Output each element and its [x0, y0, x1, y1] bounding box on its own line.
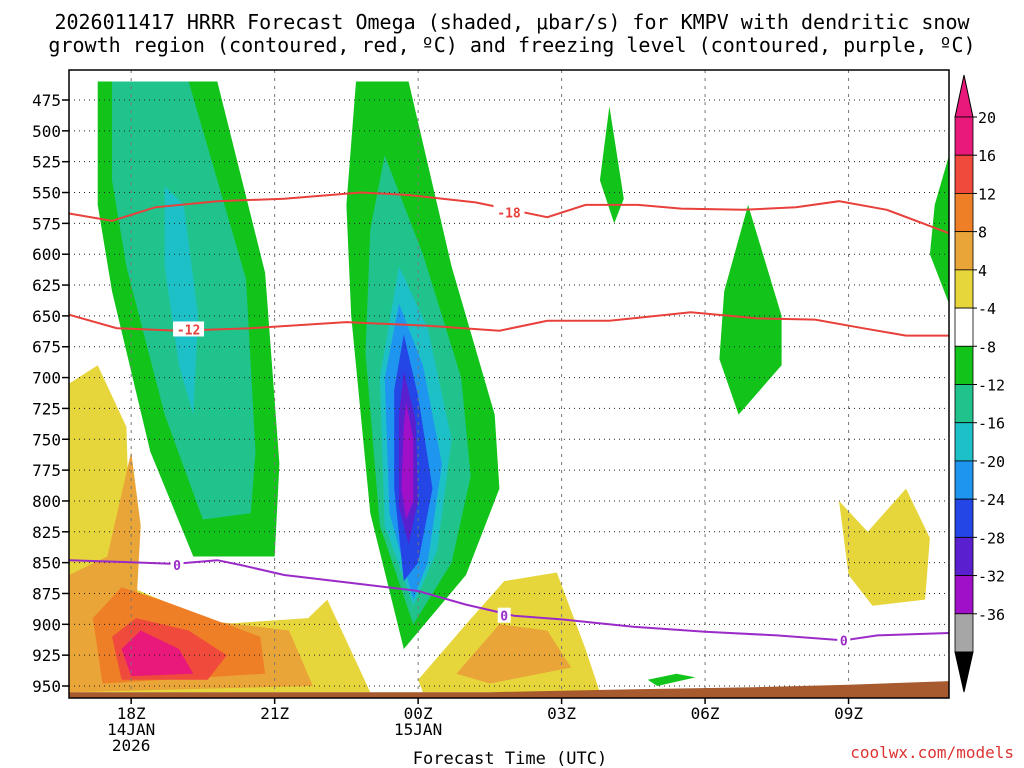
y-tick-label-600: 600: [32, 245, 61, 264]
freezing-level-contour: [69, 559, 949, 642]
contour-label-4: 0: [840, 634, 848, 649]
y-tick-label-475: 475: [32, 91, 61, 110]
x-tick-label-00Z-1: 15JAN: [394, 720, 442, 739]
omega-region-ascent-cell-0330z: [599, 106, 624, 224]
omega-region-ascent-cell-low: [647, 673, 696, 686]
x-axis-title: Forecast Time (UTC): [413, 749, 607, 768]
contour-label-3: 0: [500, 610, 508, 625]
contour-layer: -18 -12 0 0 0: [69, 191, 949, 649]
colorbar-band--8-to--4: [954, 345, 974, 385]
contour-label-2: 0: [173, 559, 181, 574]
chart-title-line-1: 2026011417 HRRR Forecast Omega (shaded, …: [54, 10, 970, 34]
contour-label-bg-4: [837, 632, 851, 648]
y-tick-label-950: 950: [32, 677, 61, 696]
y-tick-label-650: 650: [32, 307, 61, 326]
omega-region-ascent-plume-west-cyan: [164, 186, 199, 415]
y-tick-label-775: 775: [32, 461, 61, 480]
colorbar-top-arrow: [954, 74, 974, 118]
pressure-axis: 475 500 525 550 575 600 625 650 675 700 725 750 775 8…: [32, 91, 69, 696]
colorbar-tick-label-4: 4: [978, 262, 987, 280]
contour-label-bg-1: [173, 321, 205, 337]
colorbar-bottom-arrow: [954, 651, 974, 693]
colorbar-band-12-to-16: [954, 193, 974, 233]
colorbar-tick-label--28: -28: [978, 529, 1005, 547]
omega-region-ascent-core-central-max: [401, 402, 414, 520]
y-tick-label-550: 550: [32, 184, 61, 203]
x-tick-label-09Z-0: 09Z: [834, 704, 863, 723]
contour-label-1: -12: [177, 323, 200, 338]
omega-shading-layer: [69, 70, 949, 698]
y-tick-label-575: 575: [32, 214, 61, 233]
colorbar-tick-label-16: 16: [978, 147, 996, 165]
colorbar-tick-label--20: -20: [978, 453, 1005, 471]
colorbar-band--12-to--8: [954, 384, 974, 424]
chart-title-line-2: growth region (contoured, red, ºC) and f…: [48, 33, 975, 57]
y-tick-label-850: 850: [32, 554, 61, 573]
omega-colorbar: 20 16 12 8 4 -4 -8 -12 -16 -20 -24 -28 -32 -36: [954, 74, 1005, 693]
colorbar-band--20-to--16: [954, 460, 974, 500]
x-tick-label-18Z-2: 2026: [112, 736, 151, 755]
x-tick-label-00Z-0: 00Z: [404, 704, 433, 723]
colorbar-band--4-to-4: [954, 307, 974, 347]
x-tick-label-21Z-0: 21Z: [260, 704, 289, 723]
y-tick-label-875: 875: [32, 584, 61, 603]
colorbar-tick-label--24: -24: [978, 491, 1005, 509]
colorbar-band-8-to-12: [954, 231, 974, 271]
colorbar-band--36-to--32: [954, 613, 974, 653]
y-tick-label-500: 500: [32, 122, 61, 141]
colorbar-tick-label--12: -12: [978, 377, 1005, 395]
terrain-ground: [69, 681, 949, 698]
y-tick-label-900: 900: [32, 615, 61, 634]
y-tick-label-725: 725: [32, 399, 61, 418]
colorbar-band--24-to--20: [954, 498, 974, 538]
colorbar-tick-label-8: 8: [978, 224, 987, 242]
y-tick-label-700: 700: [32, 369, 61, 388]
colorbar-tick-label--8: -8: [978, 338, 996, 356]
colorbar-tick-label-12: 12: [978, 185, 996, 203]
colorbar-tick-label--16: -16: [978, 415, 1005, 433]
credit-text: coolwx.com/models: [850, 743, 1014, 762]
colorbar-band--16-to--12: [954, 422, 974, 462]
contour-label-0: -18: [497, 206, 521, 221]
y-tick-label-525: 525: [32, 153, 61, 172]
y-tick-label-825: 825: [32, 523, 61, 542]
colorbar-band--32-to--28: [954, 575, 974, 615]
x-tick-label-18Z-0: 18Z: [117, 704, 146, 723]
x-tick-label-06Z-0: 06Z: [691, 704, 720, 723]
y-tick-label-750: 750: [32, 430, 61, 449]
colorbar-band-20-to-24: [954, 116, 974, 156]
omega-region-descent-low-central-gold: [456, 624, 572, 684]
x-tick-label-03Z-0: 03Z: [547, 704, 576, 723]
terrain-layer: [69, 681, 949, 698]
y-tick-label-625: 625: [32, 276, 61, 295]
omega-region-ascent-cell-0650z: [719, 204, 782, 415]
contour-label-bg-0: [493, 204, 525, 220]
colorbar-band-4-to-8: [954, 269, 974, 309]
plot-frame: [68, 69, 950, 699]
colorbar-tick-label-20: 20: [978, 109, 996, 127]
colorbar-band-16-to-20: [954, 154, 974, 194]
x-tick-label-18Z-1: 14JAN: [107, 720, 155, 739]
contour-label-bg-3: [497, 607, 511, 623]
colorbar-tick-label--4: -4: [978, 300, 996, 318]
omega-region-descent-low-east: [839, 488, 930, 606]
omega-region-descent-low-west-max: [121, 630, 194, 677]
dgz-contour--18: [69, 191, 949, 235]
colorbar-tick-label--32: -32: [978, 568, 1005, 586]
colorbar-band--28-to--24: [954, 536, 974, 576]
contour-label-bg-2: [170, 557, 184, 573]
y-tick-label-675: 675: [32, 338, 61, 357]
y-tick-label-925: 925: [32, 646, 61, 665]
colorbar-tick-label--36: -36: [978, 606, 1005, 624]
y-tick-label-800: 800: [32, 492, 61, 511]
grid-layer: [69, 70, 949, 698]
